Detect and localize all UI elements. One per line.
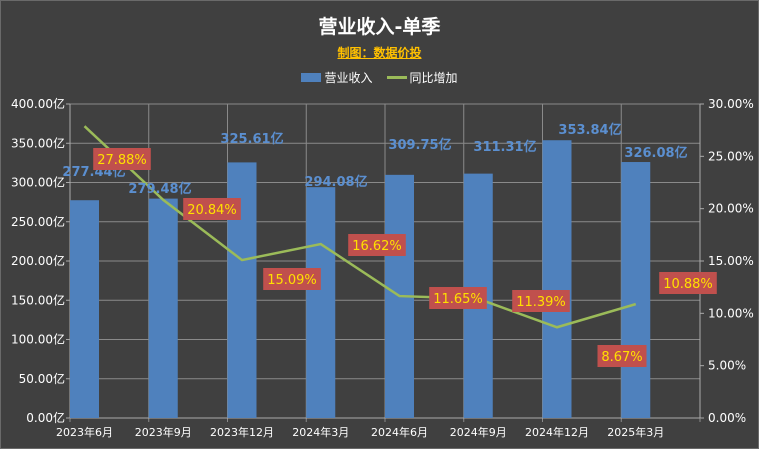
bar-value-label: 353.84亿 — [558, 122, 621, 138]
yoy-label-box — [93, 148, 151, 170]
yoy-label-box — [348, 234, 406, 256]
x-tick-label: 2025年3月 — [607, 425, 664, 439]
legend-item-yoy[interactable]: 同比增加 — [386, 69, 458, 86]
y-right-tick-label: 0.00% — [708, 411, 746, 425]
y-left-tick-label: 300.00亿 — [11, 175, 65, 190]
legend-item-revenue[interactable]: 营业收入 — [301, 69, 373, 86]
x-tick-label: 2023年12月 — [210, 425, 274, 439]
bar-value-label: 279.48亿 — [128, 181, 191, 197]
legend: 营业收入 同比增加 — [0, 69, 759, 86]
chart-subtitle[interactable]: 制图：数据价投 — [337, 46, 422, 60]
chart-subtitle-wrap: 制图：数据价投 — [0, 42, 759, 61]
y-right-tick-label: 15.00% — [708, 254, 754, 268]
x-tick-label: 2024年12月 — [525, 425, 589, 439]
bar-value-label: 326.08亿 — [624, 145, 687, 161]
bar — [148, 198, 178, 418]
x-tick-label: 2023年6月 — [56, 425, 113, 439]
y-left-tick-label: 200.00亿 — [11, 253, 65, 268]
legend-swatch-line — [386, 76, 407, 79]
yoy-value-label: 10.88% — [663, 277, 713, 292]
yoy-value-label: 15.09% — [267, 273, 317, 288]
yoy-label-box — [429, 287, 487, 309]
y-left-tick-label: 150.00亿 — [11, 292, 65, 307]
legend-label-revenue: 营业收入 — [324, 71, 373, 85]
yoy-value-label: 11.65% — [433, 292, 483, 307]
yoy-label-box — [512, 290, 570, 312]
y-left-tick-label: 0.00亿 — [26, 410, 65, 425]
yoy-value-label: 11.39% — [516, 295, 566, 310]
bar — [306, 187, 336, 418]
x-tick-label: 2024年3月 — [292, 425, 349, 439]
bar-value-label: 294.08亿 — [304, 174, 367, 190]
legend-swatch-bar — [301, 73, 322, 82]
yoy-value-label: 8.67% — [601, 350, 642, 365]
yoy-label-box — [659, 272, 717, 294]
bar-value-label: 311.31亿 — [473, 139, 536, 155]
chart-title: 营业收入-单季 — [318, 16, 441, 38]
bar-value-label: 325.61亿 — [220, 131, 283, 147]
yoy-value-label: 27.88% — [97, 153, 147, 168]
y-left-tick-label: 350.00亿 — [11, 135, 65, 150]
x-tick-label: 2023年9月 — [135, 425, 192, 439]
legend-label-yoy: 同比增加 — [409, 71, 458, 85]
y-right-tick-label: 30.00% — [708, 97, 754, 111]
y-left-tick-label: 400.00亿 — [11, 96, 65, 111]
y-right-tick-label: 5.00% — [708, 359, 746, 373]
y-left-tick-label: 100.00亿 — [11, 332, 65, 347]
yoy-value-label: 20.84% — [187, 203, 237, 218]
bar-value-label: 309.75亿 — [388, 137, 451, 153]
bar — [70, 200, 99, 418]
yoy-line — [83, 125, 637, 329]
yoy-value-label: 16.62% — [352, 239, 402, 254]
y-right-tick-label: 10.00% — [708, 306, 754, 320]
x-tick-label: 2024年6月 — [371, 425, 428, 439]
x-tick-label: 2024年9月 — [450, 425, 507, 439]
yoy-label-box — [183, 198, 241, 220]
yoy-label-box — [597, 345, 647, 367]
y-left-tick-label: 50.00亿 — [19, 371, 65, 386]
bar — [621, 162, 651, 418]
y-left-tick-label: 250.00亿 — [11, 214, 65, 229]
yoy-label-box — [263, 268, 321, 290]
y-right-tick-label: 25.00% — [708, 149, 754, 163]
bar — [542, 140, 572, 418]
y-right-tick-label: 20.00% — [708, 202, 754, 216]
